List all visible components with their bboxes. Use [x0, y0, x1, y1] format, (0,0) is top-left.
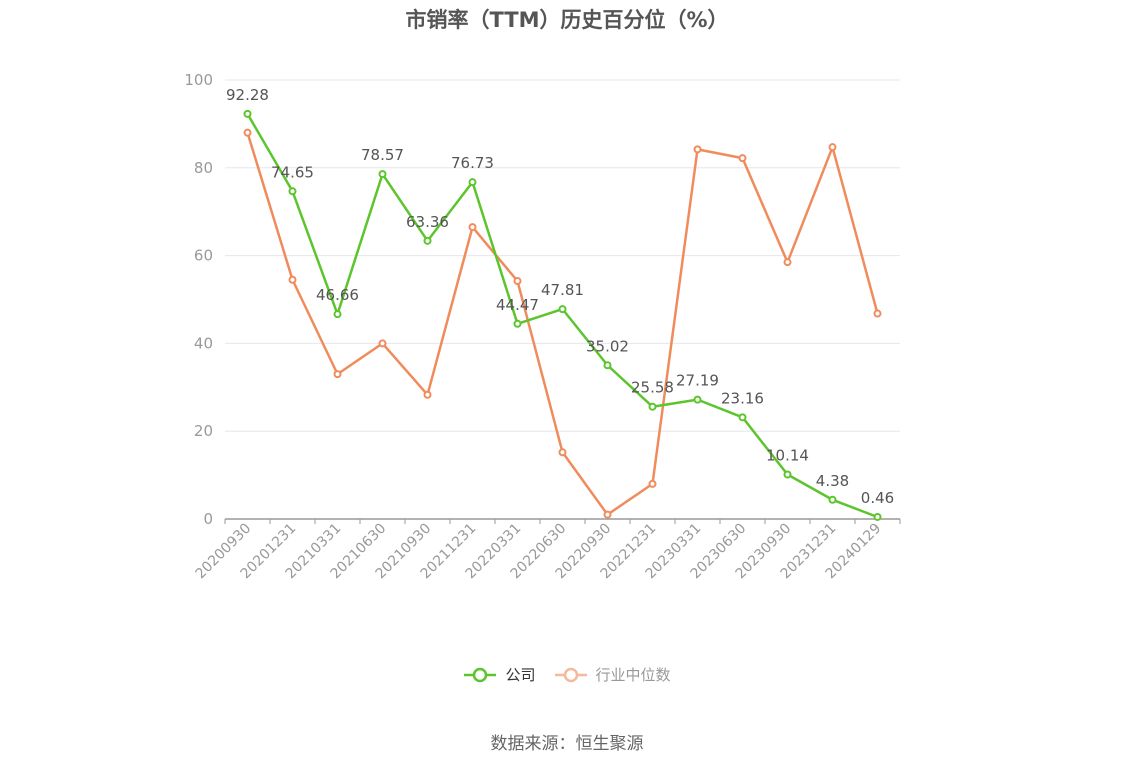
data-point-industry: [423, 390, 432, 399]
data-point-company: [378, 170, 387, 179]
data-point-company: [648, 402, 657, 411]
chart-legend: 公司 行业中位数: [0, 664, 1134, 685]
data-label: 35.02: [586, 337, 629, 355]
data-label: 44.47: [496, 296, 539, 314]
data-label: 63.36: [406, 213, 449, 231]
data-label: 76.73: [451, 154, 494, 172]
y-tick-label: 0: [203, 510, 213, 528]
y-tick-label: 20: [194, 422, 213, 440]
data-label: 47.81: [541, 281, 584, 299]
legend-label-company: 公司: [505, 666, 536, 684]
data-point-industry: [468, 223, 477, 232]
data-label: 78.57: [361, 146, 404, 164]
data-point-company: [873, 512, 882, 521]
legend-line-marker-icon: [554, 667, 587, 682]
legend-label-industry: 行业中位数: [595, 666, 671, 684]
data-point-industry: [558, 448, 567, 457]
data-source: 数据来源：恒生聚源: [490, 734, 644, 754]
data-point-company: [288, 187, 297, 196]
data-point-company: [783, 470, 792, 479]
data-label: 74.65: [271, 163, 314, 181]
y-tick-label: 100: [184, 71, 213, 89]
y-tick-label: 40: [194, 334, 213, 352]
data-point-company: [693, 395, 702, 404]
data-point-company: [558, 305, 567, 314]
legend-item-company[interactable]: 公司: [463, 664, 536, 685]
data-label: 92.28: [226, 86, 269, 104]
data-label: 27.19: [676, 372, 719, 390]
data-point-company: [243, 109, 252, 118]
chart-title: 市销率（TTM）历史百分位（%）: [405, 8, 729, 32]
data-label: 25.58: [631, 379, 674, 397]
data-point-company: [333, 310, 342, 319]
data-point-industry: [828, 143, 837, 152]
data-point-company: [828, 495, 837, 504]
data-point-company: [423, 236, 432, 245]
data-label: 23.16: [721, 389, 764, 407]
line-chart: 0204060801002020093020201231202103312021…: [184, 71, 901, 582]
data-point-industry: [648, 479, 657, 488]
legend-line-marker-icon: [464, 667, 497, 682]
data-label: 4.38: [816, 472, 849, 490]
data-point-industry: [243, 128, 252, 137]
data-point-industry: [333, 370, 342, 379]
data-point-company: [513, 319, 522, 328]
data-point-industry: [378, 339, 387, 348]
data-point-industry: [783, 258, 792, 267]
data-point-company: [738, 413, 747, 422]
y-tick-label: 80: [194, 159, 213, 177]
data-point-company: [468, 178, 477, 187]
data-label: 46.66: [316, 286, 359, 304]
data-point-industry: [513, 277, 522, 286]
y-tick-label: 60: [194, 247, 213, 265]
data-point-company: [603, 361, 612, 370]
data-label: 0.46: [861, 489, 894, 507]
data-point-industry: [288, 275, 297, 284]
data-point-industry: [603, 510, 612, 519]
data-point-industry: [738, 154, 747, 163]
data-point-industry: [873, 309, 882, 318]
data-label: 10.14: [766, 446, 809, 464]
data-point-industry: [693, 145, 702, 154]
legend-item-industry[interactable]: 行业中位数: [554, 664, 671, 685]
